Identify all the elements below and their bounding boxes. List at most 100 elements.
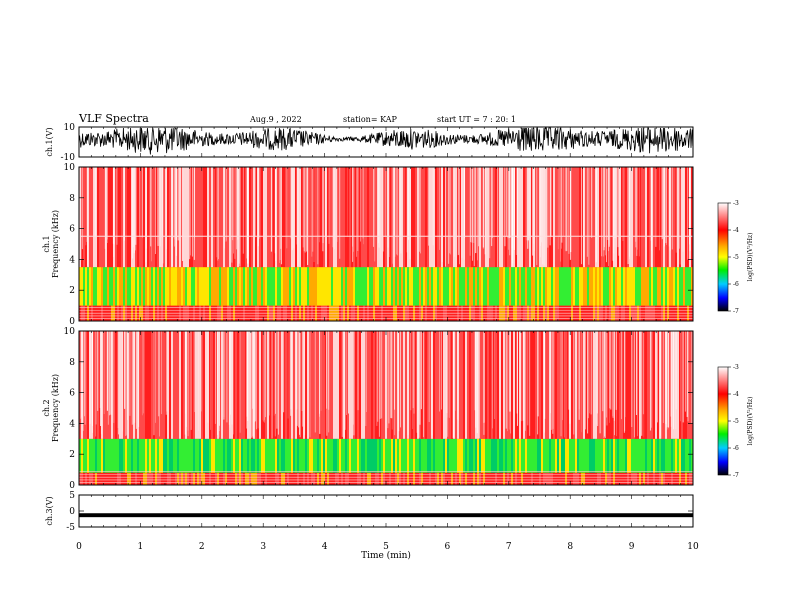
y-tick-label: 6 <box>69 389 75 399</box>
spectrogram-cell <box>453 438 455 473</box>
spectrogram-cell <box>493 267 495 306</box>
spectrogram-cell <box>489 438 491 473</box>
spectrogram-cell <box>93 267 95 306</box>
spectrogram-cell <box>327 167 329 268</box>
spectrogram-cell <box>529 267 531 306</box>
spectrogram-cell <box>533 331 535 439</box>
colorbar-label: log(PSD)(V²/Hz) <box>747 397 754 446</box>
spectrogram-cell <box>531 167 533 268</box>
spectrogram-cell <box>399 438 401 473</box>
spectrogram-cell <box>367 472 369 485</box>
spectrogram-cell <box>571 267 573 306</box>
spectrogram-cell <box>461 167 463 268</box>
spectrogram-cell <box>317 267 319 306</box>
spectrogram-cell <box>311 472 313 485</box>
spectrogram-cell <box>333 438 335 473</box>
spectrogram-cell <box>515 167 517 268</box>
spectrogram-cell <box>143 438 145 473</box>
spectrogram-cell <box>571 167 573 268</box>
spectrogram-cell <box>549 472 551 485</box>
spectrogram-cell <box>401 331 403 439</box>
spectrogram-cell <box>257 438 259 473</box>
spectrogram-cell <box>173 331 175 439</box>
spectrogram-cell <box>545 331 547 439</box>
spectrogram-cell <box>631 267 633 306</box>
spectrogram-cell <box>363 472 365 485</box>
spectrogram-cell <box>365 472 367 485</box>
spectrogram-cell <box>417 472 419 485</box>
spectrogram-cell <box>397 472 399 485</box>
spectrogram-cell <box>419 167 421 268</box>
spectrogram-cell <box>499 331 501 439</box>
spectrogram-cell <box>179 167 181 268</box>
spectrogram-cell <box>271 438 273 473</box>
spectrogram-cell <box>291 438 293 473</box>
spectrogram-cell <box>435 331 437 439</box>
spectrogram-cell <box>197 331 199 439</box>
spectrogram-cell <box>347 167 349 268</box>
spectrogram-cell <box>557 438 559 473</box>
spectrogram-cell <box>335 472 337 485</box>
spectrogram-cell <box>531 472 533 485</box>
spectrogram-cell <box>199 472 201 485</box>
ch1-trace <box>78 126 694 155</box>
spectrogram-cell <box>521 472 523 485</box>
spectrogram-cell <box>219 167 221 268</box>
spectrogram-cell <box>85 331 87 439</box>
spectrogram-cell <box>527 267 529 306</box>
spectrogram-cell <box>671 267 673 306</box>
spectrogram-cell <box>251 267 253 306</box>
spectrogram-cell <box>87 167 89 268</box>
spectrogram-cell <box>109 331 111 439</box>
spectrogram-cell <box>365 267 367 306</box>
spectrogram-cell <box>141 331 143 439</box>
spectrogram-cell <box>203 167 205 268</box>
spectrogram-cell <box>645 472 647 485</box>
spectrogram-cell <box>169 472 171 485</box>
spectrogram-cell <box>215 267 217 306</box>
spectrogram-cell <box>589 438 591 473</box>
spectrogram-cell <box>593 331 595 439</box>
spectrogram-cell <box>283 167 285 268</box>
spectrogram-cell <box>119 267 121 306</box>
spectrogram-cell <box>115 331 117 439</box>
spectrogram-cell <box>317 472 319 485</box>
spectrogram-cell <box>369 438 371 473</box>
spectrogram-cell <box>471 267 473 306</box>
spectrogram-cell <box>555 472 557 485</box>
spectrogram-cell <box>543 472 545 485</box>
spectrogram-cell <box>359 167 361 268</box>
spectrogram-cell <box>593 472 595 485</box>
spectrogram-cell <box>423 331 425 439</box>
spectrogram-cell <box>581 267 583 306</box>
spectrogram-cell <box>299 267 301 306</box>
spectrogram-cell <box>115 167 117 268</box>
spectrogram-cell <box>453 267 455 306</box>
spectrogram-cell <box>397 267 399 306</box>
spectrogram-cell <box>517 438 519 473</box>
spectrogram-cell <box>121 438 123 473</box>
spectrogram-cell <box>181 331 183 439</box>
spectrogram-cell <box>421 167 423 268</box>
spectrogram-cell <box>261 167 263 268</box>
spectrogram-cell <box>469 472 471 485</box>
spectrogram-cell <box>485 331 487 439</box>
spectrogram-cell <box>137 331 139 439</box>
spectrogram-cell <box>425 331 427 439</box>
spectrogram-cell <box>595 267 597 306</box>
spectrogram-cell <box>273 267 275 306</box>
spectrogram-cell <box>541 167 543 268</box>
spectrogram-cell <box>137 438 139 473</box>
spectrogram-cell <box>653 267 655 306</box>
spectrogram-cell <box>79 167 81 268</box>
spectrogram-cell <box>543 438 545 473</box>
spectrogram-cell <box>671 472 673 485</box>
spectrogram-cell <box>335 331 337 439</box>
spectrogram-cell <box>533 438 535 473</box>
spectrogram-cell <box>387 267 389 306</box>
spectrogram-cell <box>379 267 381 306</box>
spectrogram-cell <box>393 167 395 268</box>
spectrogram-cell <box>89 331 91 439</box>
spectrogram-cell <box>133 438 135 473</box>
spectrogram-cell <box>685 267 687 306</box>
